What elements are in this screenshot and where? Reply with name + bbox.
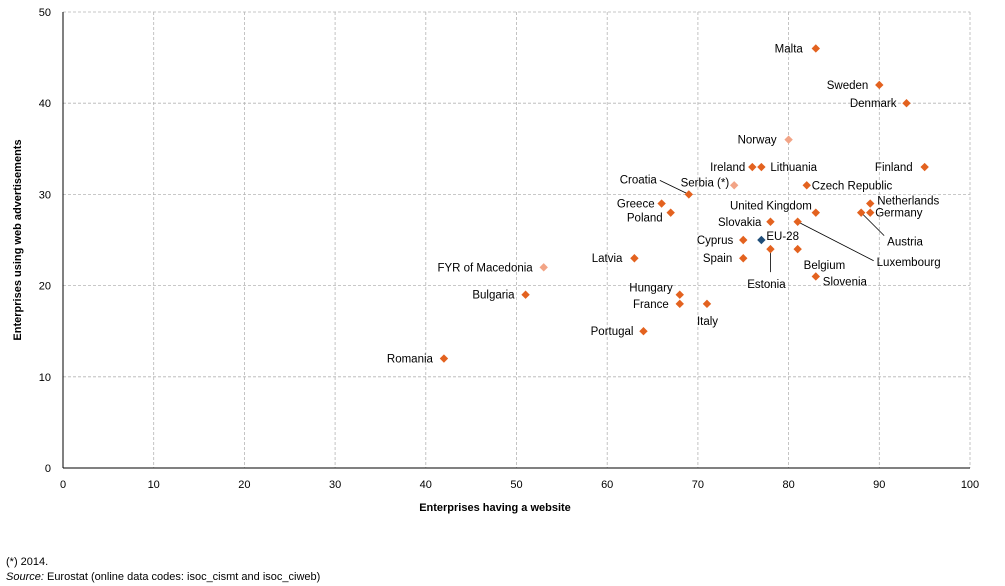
x-tick-label: 90 — [873, 479, 885, 491]
label-slovenia: Slovenia — [823, 276, 868, 288]
point-greece — [657, 199, 666, 208]
leader-lines — [659, 180, 885, 273]
point-ireland — [748, 162, 757, 172]
x-tick-label: 50 — [510, 479, 522, 491]
label-france: France — [633, 299, 669, 311]
leader-line-luxembourg — [797, 221, 874, 262]
point-slovenia — [811, 272, 821, 281]
point-sweden — [875, 80, 884, 90]
label-finland: Finland — [875, 162, 913, 174]
label-eu-28: EU-28 — [766, 231, 799, 243]
footnote: (*) 2014. — [6, 556, 49, 568]
y-tick-label: 0 — [45, 463, 51, 475]
y-axis-title: Enterprises using web advertisements — [12, 139, 24, 340]
label-bulgaria: Bulgaria — [472, 290, 515, 302]
label-estonia: Estonia — [747, 279, 786, 291]
label-hungary: Hungary — [629, 283, 673, 295]
source-label: Source: — [6, 571, 44, 583]
label-slovakia: Slovakia — [718, 217, 762, 229]
y-tick-label: 50 — [39, 7, 51, 19]
x-tick-label: 100 — [961, 479, 979, 491]
label-malta: Malta — [775, 43, 804, 55]
scatter-chart: 0 10 20 30 40 50 60 70 80 90 100 0 10 20 30 40 50 Malta S… — [12, 7, 979, 514]
x-tick-label: 70 — [692, 479, 704, 491]
label-norway: Norway — [738, 135, 777, 147]
point-bulgaria — [521, 290, 530, 299]
point-labels: Malta Sweden Denmark Norway Finland Ireland Li… — [387, 43, 941, 365]
y-tick-label: 30 — [39, 189, 51, 201]
point-united-kingdom — [811, 208, 821, 217]
label-portugal: Portugal — [591, 326, 634, 338]
y-tick-label: 10 — [39, 372, 51, 384]
point-austria — [856, 208, 866, 217]
label-serbia: Serbia (*) — [681, 177, 730, 189]
label-romania: Romania — [387, 354, 434, 366]
label-luxembourg: Luxembourg — [877, 257, 941, 269]
label-netherlands: Netherlands — [877, 196, 939, 208]
source-text: Eurostat (online data codes: isoc_cismt … — [43, 571, 321, 583]
label-denmark: Denmark — [850, 98, 897, 110]
label-lithuania: Lithuania — [770, 162, 817, 174]
point-germany — [866, 208, 875, 217]
data-points — [439, 44, 929, 363]
label-ireland: Ireland — [710, 162, 745, 174]
point-italy — [702, 299, 712, 309]
point-netherlands — [866, 199, 875, 208]
point-luxembourg — [793, 217, 802, 226]
point-portugal — [639, 327, 648, 336]
x-axis-title: Enterprises having a website — [419, 502, 571, 514]
label-belgium: Belgium — [804, 260, 846, 272]
point-norway — [784, 135, 793, 144]
x-tick-label: 60 — [601, 479, 613, 491]
point-malta — [811, 44, 821, 53]
point-slovakia — [766, 217, 775, 226]
x-tick-label: 10 — [148, 479, 160, 491]
point-serbia — [729, 181, 739, 190]
point-finland — [920, 162, 929, 172]
point-hungary — [675, 290, 684, 299]
point-cyprus — [739, 235, 748, 245]
point-france — [675, 299, 684, 309]
label-sweden: Sweden — [827, 80, 869, 92]
point-poland — [666, 208, 675, 217]
label-croatia: Croatia — [620, 174, 658, 186]
label-italy: Italy — [697, 316, 718, 328]
x-tick-label: 20 — [238, 479, 250, 491]
label-greece: Greece — [617, 199, 655, 211]
label-cyprus: Cyprus — [697, 235, 734, 247]
y-tick-label: 20 — [39, 281, 51, 293]
label-united-kingdom: United Kingdom — [730, 201, 812, 213]
grid-lines — [63, 11, 971, 468]
source-note: Source: Eurostat (online data codes: iso… — [6, 571, 320, 583]
point-lithuania — [757, 162, 766, 172]
x-tick-label: 40 — [420, 479, 432, 491]
point-estonia — [766, 244, 775, 254]
point-fyr-of-macedonia — [539, 263, 548, 272]
x-tick-label: 30 — [329, 479, 341, 491]
point-latvia — [630, 254, 639, 263]
point-eu-28 — [757, 235, 766, 245]
point-croatia — [684, 190, 694, 199]
x-tick-label: 80 — [782, 479, 794, 491]
x-tick-label: 0 — [60, 479, 66, 491]
point-belgium — [793, 244, 802, 254]
leader-line-austria — [860, 212, 885, 236]
axes: 0 10 20 30 40 50 60 70 80 90 100 0 10 20 30 40 50 — [39, 7, 979, 491]
label-germany: Germany — [875, 208, 923, 220]
point-czech-republic — [802, 181, 811, 190]
label-poland: Poland — [627, 213, 663, 225]
point-romania — [439, 354, 449, 363]
leader-line-croatia — [659, 180, 690, 195]
label-fyr-of-macedonia: FYR of Macedonia — [437, 262, 533, 274]
y-tick-label: 40 — [39, 98, 51, 110]
label-austria: Austria — [887, 237, 923, 249]
label-czech-republic: Czech Republic — [812, 180, 893, 192]
point-spain — [739, 254, 748, 263]
label-latvia: Latvia — [592, 253, 623, 265]
point-denmark — [902, 99, 911, 108]
label-spain: Spain — [703, 253, 732, 265]
